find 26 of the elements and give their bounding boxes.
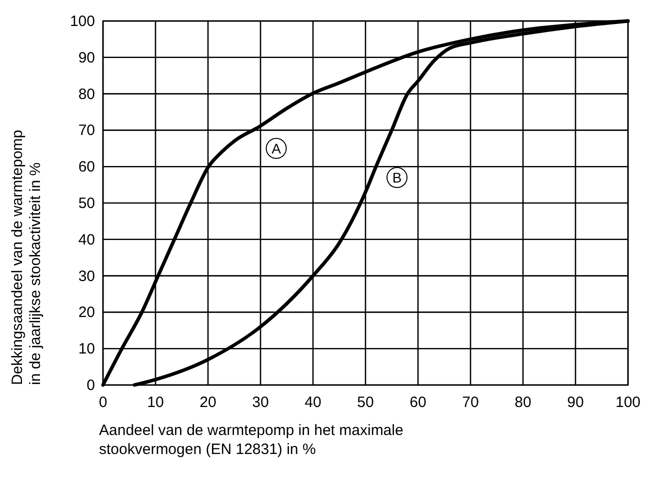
y-axis-title: Dekkingsaandeel van de warmtepomp in de jaarlijkse stookactiviteit in % xyxy=(9,130,44,385)
x-tick-label: 60 xyxy=(410,394,426,411)
y-tick-label: 30 xyxy=(78,268,95,285)
y-tick-label: 10 xyxy=(78,340,95,358)
y-tick-label: 20 xyxy=(78,304,95,322)
y-tick-label: 70 xyxy=(78,122,95,140)
x-tick-label: 90 xyxy=(567,394,584,411)
x-tick-label: 80 xyxy=(514,394,532,411)
y-tick-label: 40 xyxy=(78,231,95,248)
x-tick-label: 70 xyxy=(462,394,479,411)
x-tick-label: 20 xyxy=(200,394,216,411)
x-tick-label: 40 xyxy=(304,394,322,411)
annotation: B xyxy=(392,170,402,186)
x-tick-label: 10 xyxy=(147,394,164,411)
y-tick-label: 100 xyxy=(70,13,95,30)
x-tick-label: 30 xyxy=(252,394,269,411)
x-tick-label: 50 xyxy=(357,394,374,411)
y-tick-label: 50 xyxy=(78,195,95,212)
y-tick-label: 0 xyxy=(86,377,95,394)
annotation: A xyxy=(272,140,282,156)
x-tick-label: 100 xyxy=(615,394,641,411)
y-tick-label: 90 xyxy=(78,49,95,66)
y-tick-label: 60 xyxy=(78,158,95,176)
y-tick-label: 80 xyxy=(78,86,95,103)
x-axis-title: Aandeel van de warmtepomp in het maximale stookvermogen (EN 12831) in % xyxy=(99,422,404,458)
x-tick-label: 0 xyxy=(98,394,108,411)
